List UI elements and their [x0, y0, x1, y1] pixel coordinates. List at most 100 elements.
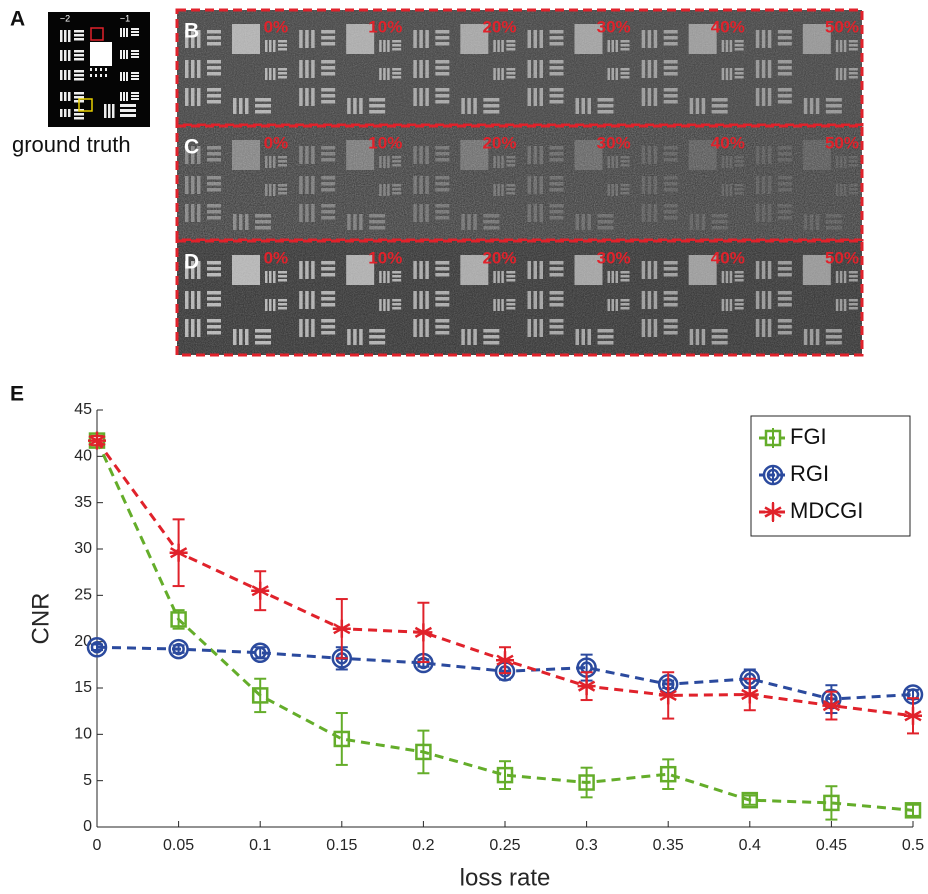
- target-bar: [108, 104, 111, 118]
- panel-label: D: [184, 251, 199, 274]
- target-bar: [74, 54, 84, 57]
- noise: [177, 10, 862, 125]
- target-bar: [123, 72, 125, 81]
- percent-label: 30%: [597, 17, 631, 36]
- target-bar: [74, 92, 84, 95]
- marker-shape: [764, 429, 782, 447]
- target-bar: [68, 30, 71, 42]
- marker: [577, 677, 596, 696]
- target-bar: [68, 70, 71, 80]
- target-bar: [60, 50, 63, 61]
- target-bar: [123, 50, 125, 59]
- series-line: [95, 439, 914, 812]
- y-tick-label: 15: [74, 679, 92, 696]
- target-bar: [100, 74, 102, 77]
- x-tick-label: 0.35: [653, 837, 684, 854]
- marker-shape: [90, 640, 104, 654]
- percent-label: 40%: [711, 248, 745, 267]
- marker-shape: [823, 794, 840, 812]
- percent-label: 50%: [825, 17, 859, 36]
- target-bar: [68, 92, 71, 101]
- marker-shape: [415, 743, 432, 761]
- percent-label: 50%: [825, 133, 859, 152]
- target-bar: [120, 50, 122, 59]
- marker: [741, 791, 759, 809]
- x-axis-label: loss rate: [460, 864, 551, 891]
- percent-label: 20%: [482, 133, 516, 152]
- panel-label: C: [184, 136, 199, 159]
- marker: [333, 730, 351, 748]
- target-bar: [120, 28, 122, 37]
- row-border: [175, 239, 864, 357]
- error-bar: [499, 760, 511, 791]
- marker: [764, 503, 782, 521]
- percent-label: 10%: [368, 248, 402, 267]
- marker-shape: [496, 766, 514, 784]
- target-bar: [126, 28, 128, 37]
- target-bar: [60, 30, 63, 42]
- error-bar: [743, 794, 756, 806]
- x-tick-label: 0.15: [326, 837, 357, 854]
- target-bar: [131, 50, 139, 52]
- marker: [415, 743, 432, 761]
- error-bar: [417, 729, 430, 775]
- target-bar: [74, 70, 84, 73]
- marker: [578, 774, 595, 791]
- percent-label: 10%: [368, 133, 402, 152]
- marker: [496, 766, 514, 784]
- roi-yellow: [78, 98, 93, 112]
- marker-shape: [168, 638, 189, 660]
- target-bar: [131, 34, 139, 36]
- marker-shape: [333, 730, 351, 748]
- target-bar: [120, 114, 136, 117]
- y-tick-label: 0: [83, 818, 92, 835]
- percent-label: 0%: [264, 133, 289, 152]
- percent-label: 50%: [825, 248, 859, 267]
- target-bar: [64, 109, 67, 117]
- panel-label: E: [10, 383, 24, 406]
- target-bar: [120, 104, 136, 107]
- marker: [86, 636, 108, 658]
- target-bar: [68, 50, 71, 61]
- y-tick-label: 40: [74, 448, 92, 465]
- marker: [169, 543, 188, 562]
- marker: [823, 794, 840, 812]
- marker: [822, 696, 841, 715]
- target-bar: [74, 34, 84, 37]
- target-bar: [100, 68, 102, 71]
- x-tick-label: 0.4: [739, 837, 761, 854]
- target-bar: [74, 78, 84, 81]
- legend-label: MDCGI: [790, 498, 863, 523]
- x-tick-label: 0.05: [163, 837, 194, 854]
- target-bar: [64, 30, 67, 42]
- target-bar: [74, 74, 84, 77]
- percent-label: 40%: [711, 17, 745, 36]
- target-bar: [131, 95, 139, 97]
- y-tick-label: 10: [74, 726, 92, 743]
- target-bar: [105, 74, 107, 77]
- target-bar: [131, 56, 139, 58]
- target-bar: [131, 78, 139, 80]
- target-bar: [123, 92, 125, 101]
- marker: [496, 651, 514, 670]
- target-bar: [90, 74, 92, 77]
- percent-label: 30%: [597, 248, 631, 267]
- marker: [740, 685, 759, 704]
- percent-label: 40%: [711, 133, 745, 152]
- target-bar: [60, 109, 63, 117]
- target-bar: [104, 104, 107, 118]
- target-bar: [74, 117, 84, 120]
- target-bar: [64, 70, 67, 80]
- marker-shape: [249, 642, 271, 664]
- target-bar: [74, 38, 84, 41]
- y-tick-label: 45: [74, 401, 92, 418]
- marker-shape: [86, 636, 108, 658]
- y-tick-label: 5: [83, 772, 92, 789]
- target-tick: −2: [60, 13, 70, 23]
- percent-label: 10%: [368, 17, 402, 36]
- panel-label: A: [10, 8, 25, 31]
- error-bar: [907, 803, 919, 817]
- error-bar: [580, 766, 593, 799]
- x-tick-label: 0.5: [902, 837, 924, 854]
